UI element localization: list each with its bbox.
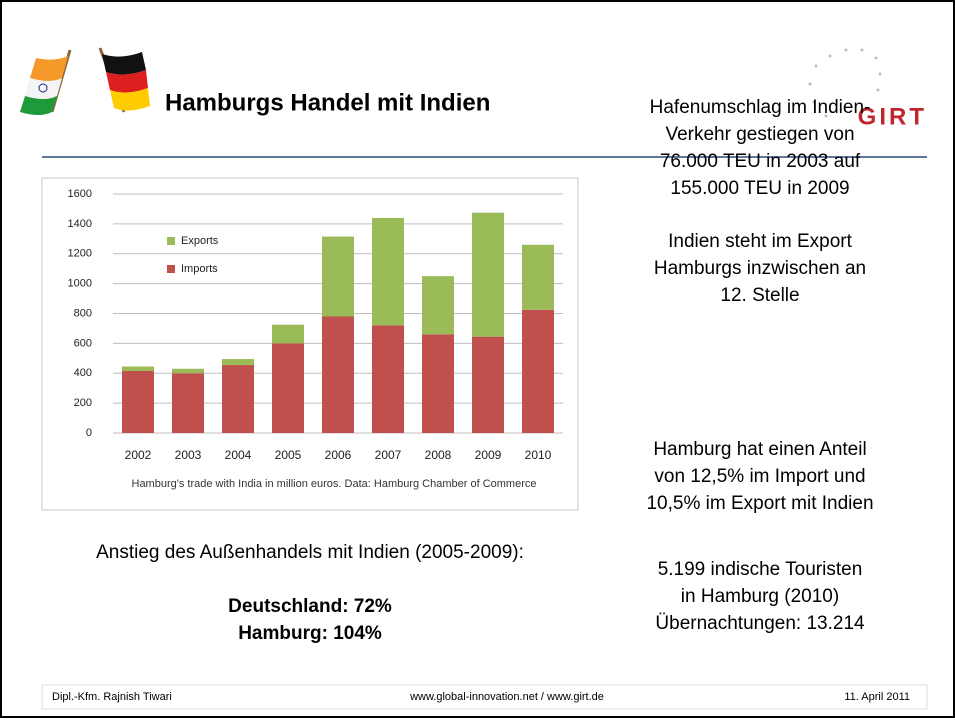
fact-line: 155.000 TEU in 2009 [670, 178, 849, 199]
x-tick-label: 2005 [275, 448, 302, 462]
bar-segment [522, 244, 554, 310]
legend-swatch [167, 237, 175, 245]
y-tick-label: 1600 [68, 188, 92, 200]
fact-line: 76.000 TEU in 2003 auf [660, 151, 861, 172]
x-tick-label: 2004 [225, 448, 252, 462]
fact-line: Übernachtungen: 13.214 [655, 613, 865, 634]
chart-caption: Hamburg's trade with India in million eu… [132, 478, 537, 490]
bar-segment [122, 366, 154, 372]
fact-line: Verkehr gestiegen von [665, 124, 854, 145]
girt-logo-text: GIRT [858, 103, 927, 130]
y-tick-label: 1400 [68, 218, 92, 230]
fact-line: 5.199 indische Touristen [658, 559, 863, 580]
y-tick-label: 200 [74, 397, 92, 409]
y-tick-label: 600 [74, 337, 92, 349]
x-tick-label: 2009 [475, 448, 502, 462]
bar-segment [422, 334, 454, 433]
x-tick-label: 2002 [125, 448, 152, 462]
bar-segment [172, 368, 204, 374]
x-tick-label: 2008 [425, 448, 452, 462]
growth-heading: Anstieg des Außenhandels mit Indien (200… [96, 542, 524, 563]
bar-segment [472, 336, 504, 433]
flags-icon [20, 47, 150, 115]
footer-box [41, 684, 928, 710]
growth-line: Hamburg: 104% [238, 623, 382, 644]
fact-line: Hamburg hat einen Anteil [653, 439, 866, 460]
bar-segment [222, 365, 254, 433]
bar-segment [372, 217, 404, 326]
x-tick-label: 2007 [375, 448, 402, 462]
fact-line: Hafenumschlag im Indien- [650, 97, 871, 118]
girt-logo-dots [808, 48, 882, 118]
bar-segment [522, 309, 554, 433]
y-tick-label: 1000 [68, 278, 92, 290]
fact-line: Hamburgs inzwischen an [654, 258, 866, 279]
bar-segment [322, 236, 354, 317]
bar-segment [272, 343, 304, 433]
bar-segment [472, 212, 504, 337]
chart: 0 200 400 600 800 1000 1200 1400 1600 2002 2003 200… [68, 188, 563, 462]
bar-segment [322, 316, 354, 433]
fact-line: 10,5% im Export mit Indien [646, 493, 873, 514]
footer-author: Dipl.-Kfm. Rajnish Tiwari [52, 691, 172, 703]
y-tick-label: 800 [74, 307, 92, 319]
bar-segment [372, 325, 404, 433]
legend-label: Exports [181, 235, 219, 247]
legend-swatch [167, 265, 175, 273]
fact-line: 12. Stelle [720, 285, 799, 306]
y-tick-label: 0 [86, 427, 92, 439]
footer-website: www.global-innovation.net / www.girt.de [409, 691, 604, 703]
x-tick-label: 2010 [525, 448, 552, 462]
slide-title: Hamburgs Handel mit Indien [165, 89, 490, 116]
growth-line: Deutschland: 72% [228, 596, 392, 617]
bar-segment [222, 359, 254, 366]
y-tick-label: 1200 [68, 248, 92, 260]
fact-line: in Hamburg (2010) [681, 586, 839, 607]
bar-segment [172, 373, 204, 433]
fact-line: Indien steht im Export [668, 231, 852, 252]
footer-date: 11. April 2011 [844, 691, 910, 703]
x-tick-label: 2006 [325, 448, 352, 462]
growth-lines: Deutschland: 72% Hamburg: 104% [228, 596, 392, 644]
y-tick-label: 400 [74, 367, 92, 379]
bar-segment [272, 324, 304, 344]
bar-segment [122, 371, 154, 433]
bar-segment [422, 276, 454, 335]
fact-line: von 12,5% im Import und [654, 466, 865, 487]
legend-label: Imports [181, 263, 218, 275]
facts: Hafenumschlag im Indien- Verkehr gestiege… [646, 97, 873, 634]
x-tick-label: 2003 [175, 448, 202, 462]
